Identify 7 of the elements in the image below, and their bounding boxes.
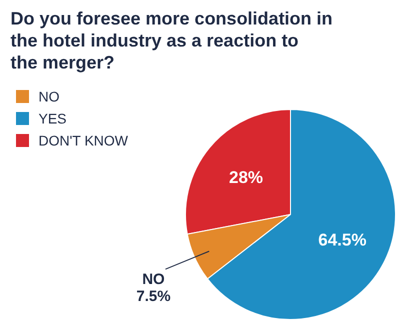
data-label: 64.5% [318,230,366,250]
chart-title: Do you foresee more consolidation in the hotel industry as a reaction to the merger? [10,8,333,72]
legend-label: YES [38,110,67,126]
data-label: 28% [228,168,264,188]
legend-label: DON'T KNOW [38,132,129,148]
data-label: NO 7.5% [136,271,171,306]
legend-label: NO [38,88,60,104]
